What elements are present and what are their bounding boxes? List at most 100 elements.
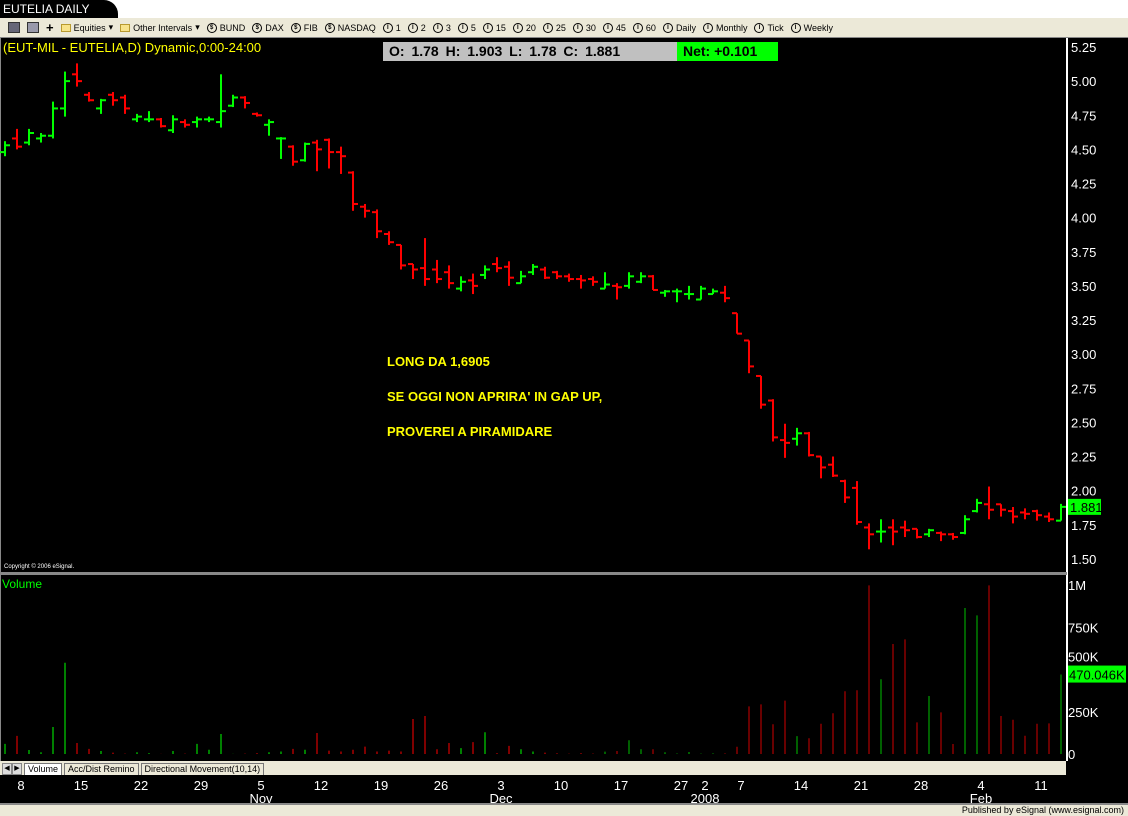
ohlc-bar — [732, 312, 742, 335]
last-volume-label: 470.046K — [1069, 668, 1125, 683]
interval-button[interactable]: I Monthly — [702, 22, 747, 33]
date-tick-label: 27 — [674, 778, 688, 793]
symbol-label: FIB — [303, 22, 318, 33]
interval-button[interactable]: I Weekly — [790, 22, 833, 33]
price-tick-label: 2.25 — [1071, 450, 1096, 465]
ohlc-bar — [768, 399, 778, 442]
interval-icon: I — [407, 22, 418, 33]
scroll-left-button[interactable]: ◀ — [2, 763, 12, 775]
date-tick-label: 3 — [497, 778, 504, 793]
price-tick-label: 4.25 — [1071, 177, 1096, 192]
tab-volume[interactable]: Volume — [24, 763, 63, 775]
ohlc-bar — [48, 101, 58, 139]
date-tick-label: 21 — [854, 778, 868, 793]
interval-label: 20 — [525, 22, 536, 33]
panel-separator[interactable] — [0, 572, 1067, 575]
date-tick-label: 26 — [434, 778, 448, 793]
ohlc-bar — [840, 479, 850, 503]
interval-button[interactable]: I Daily — [662, 22, 696, 33]
interval-button[interactable]: I 45 — [602, 22, 626, 33]
tab-acc-dist[interactable]: Acc/Dist Remino — [64, 763, 139, 775]
scroll-right-button[interactable]: ▶ — [12, 763, 22, 775]
ohlc-bar — [564, 273, 574, 282]
date-tick-label: 28 — [914, 778, 928, 793]
price-tick-label: 4.00 — [1071, 211, 1096, 226]
date-tick-label: 15 — [74, 778, 88, 793]
ohlc-bar — [216, 74, 226, 128]
symbol-icon: $ — [290, 22, 301, 33]
date-tick-label: 17 — [614, 778, 628, 793]
ohlc-bar — [420, 238, 430, 286]
interval-button[interactable]: I 20 — [512, 22, 536, 33]
interval-label: 2 — [420, 22, 426, 33]
interval-icon: I — [662, 22, 673, 33]
ohlc-bar — [636, 272, 646, 284]
ohlc-bar — [888, 519, 898, 546]
add-icon[interactable]: + — [46, 20, 54, 35]
ohlc-bar — [528, 264, 538, 275]
symbol-icon: $ — [252, 22, 263, 33]
interval-button[interactable]: I Tick — [754, 22, 784, 33]
ohlc-bar — [144, 111, 154, 123]
date-tick-label: 4 — [977, 778, 984, 793]
ohlc-bar — [36, 132, 46, 143]
ohlc-bar — [492, 257, 502, 273]
ohlc-bar — [804, 431, 814, 457]
price-tick-label: 5.25 — [1071, 40, 1096, 55]
folder-menu-1[interactable]: Other Intervals ▾ — [120, 22, 200, 33]
date-tick-label: 2 — [701, 778, 708, 793]
interval-label: Daily — [675, 22, 696, 33]
ohlc-bar — [312, 139, 322, 172]
annotation-line: PROVEREI A PIRAMIDARE — [387, 424, 553, 439]
symbol-button[interactable]: $ DAX — [252, 22, 284, 33]
interval-icon: I — [542, 22, 553, 33]
ohlc-bar — [912, 527, 922, 539]
folder-menu-0[interactable]: Equities ▾ — [60, 22, 114, 33]
ohlc-bar — [756, 374, 766, 409]
interval-button[interactable]: I 60 — [632, 22, 656, 33]
volume-tick-label: 0 — [1068, 747, 1075, 762]
ohlc-bar — [504, 261, 514, 286]
interval-button[interactable]: I 15 — [482, 22, 506, 33]
chart-settings-icon[interactable] — [8, 22, 20, 33]
last-price-label: 1.881 — [1070, 500, 1103, 515]
ohlc-bar — [648, 274, 658, 291]
symbol-icon: $ — [206, 22, 217, 33]
interval-icon: I — [572, 22, 583, 33]
ohlc-bar — [384, 231, 394, 245]
properties-icon[interactable] — [27, 22, 39, 33]
window-title-tab[interactable]: EUTELIA DAILY — [0, 0, 118, 18]
ohlc-bar — [948, 532, 958, 540]
symbol-title: (EUT-MIL - EUTELIA,D) Dynamic,0:00-24:00 — [3, 40, 262, 55]
price-tick-label: 2.00 — [1071, 484, 1096, 499]
date-tick-label: 10 — [554, 778, 568, 793]
ohlc-bar — [240, 96, 250, 109]
interval-icon: I — [512, 22, 523, 33]
symbol-button[interactable]: $ BUND — [206, 22, 245, 33]
dropdown-arrow-icon: ▾ — [108, 22, 114, 32]
ohlc-bar — [1044, 512, 1054, 523]
last-volume-badge — [1068, 665, 1126, 683]
symbol-button[interactable]: $ NASDAQ — [324, 22, 376, 33]
ohlc-bar — [960, 515, 970, 535]
folder-label: Equities — [73, 22, 106, 33]
symbol-button[interactable]: $ FIB — [290, 22, 318, 33]
interval-icon: I — [382, 22, 393, 33]
folder-label: Other Intervals — [133, 22, 193, 33]
ohlc-bar — [1032, 509, 1042, 521]
interval-button[interactable]: I 30 — [572, 22, 596, 33]
ohlc-bar — [252, 112, 262, 117]
ohlc-bar — [816, 455, 826, 479]
price-tick-label: 4.50 — [1071, 142, 1096, 157]
ohlc-bar — [588, 276, 598, 286]
tab-directional-movement[interactable]: Directional Movement(10,14) — [140, 763, 265, 775]
ohlc-bar — [540, 266, 550, 280]
ohlc-bar — [780, 423, 790, 458]
interval-label: Weekly — [803, 22, 833, 33]
interval-button[interactable]: I 25 — [542, 22, 566, 33]
